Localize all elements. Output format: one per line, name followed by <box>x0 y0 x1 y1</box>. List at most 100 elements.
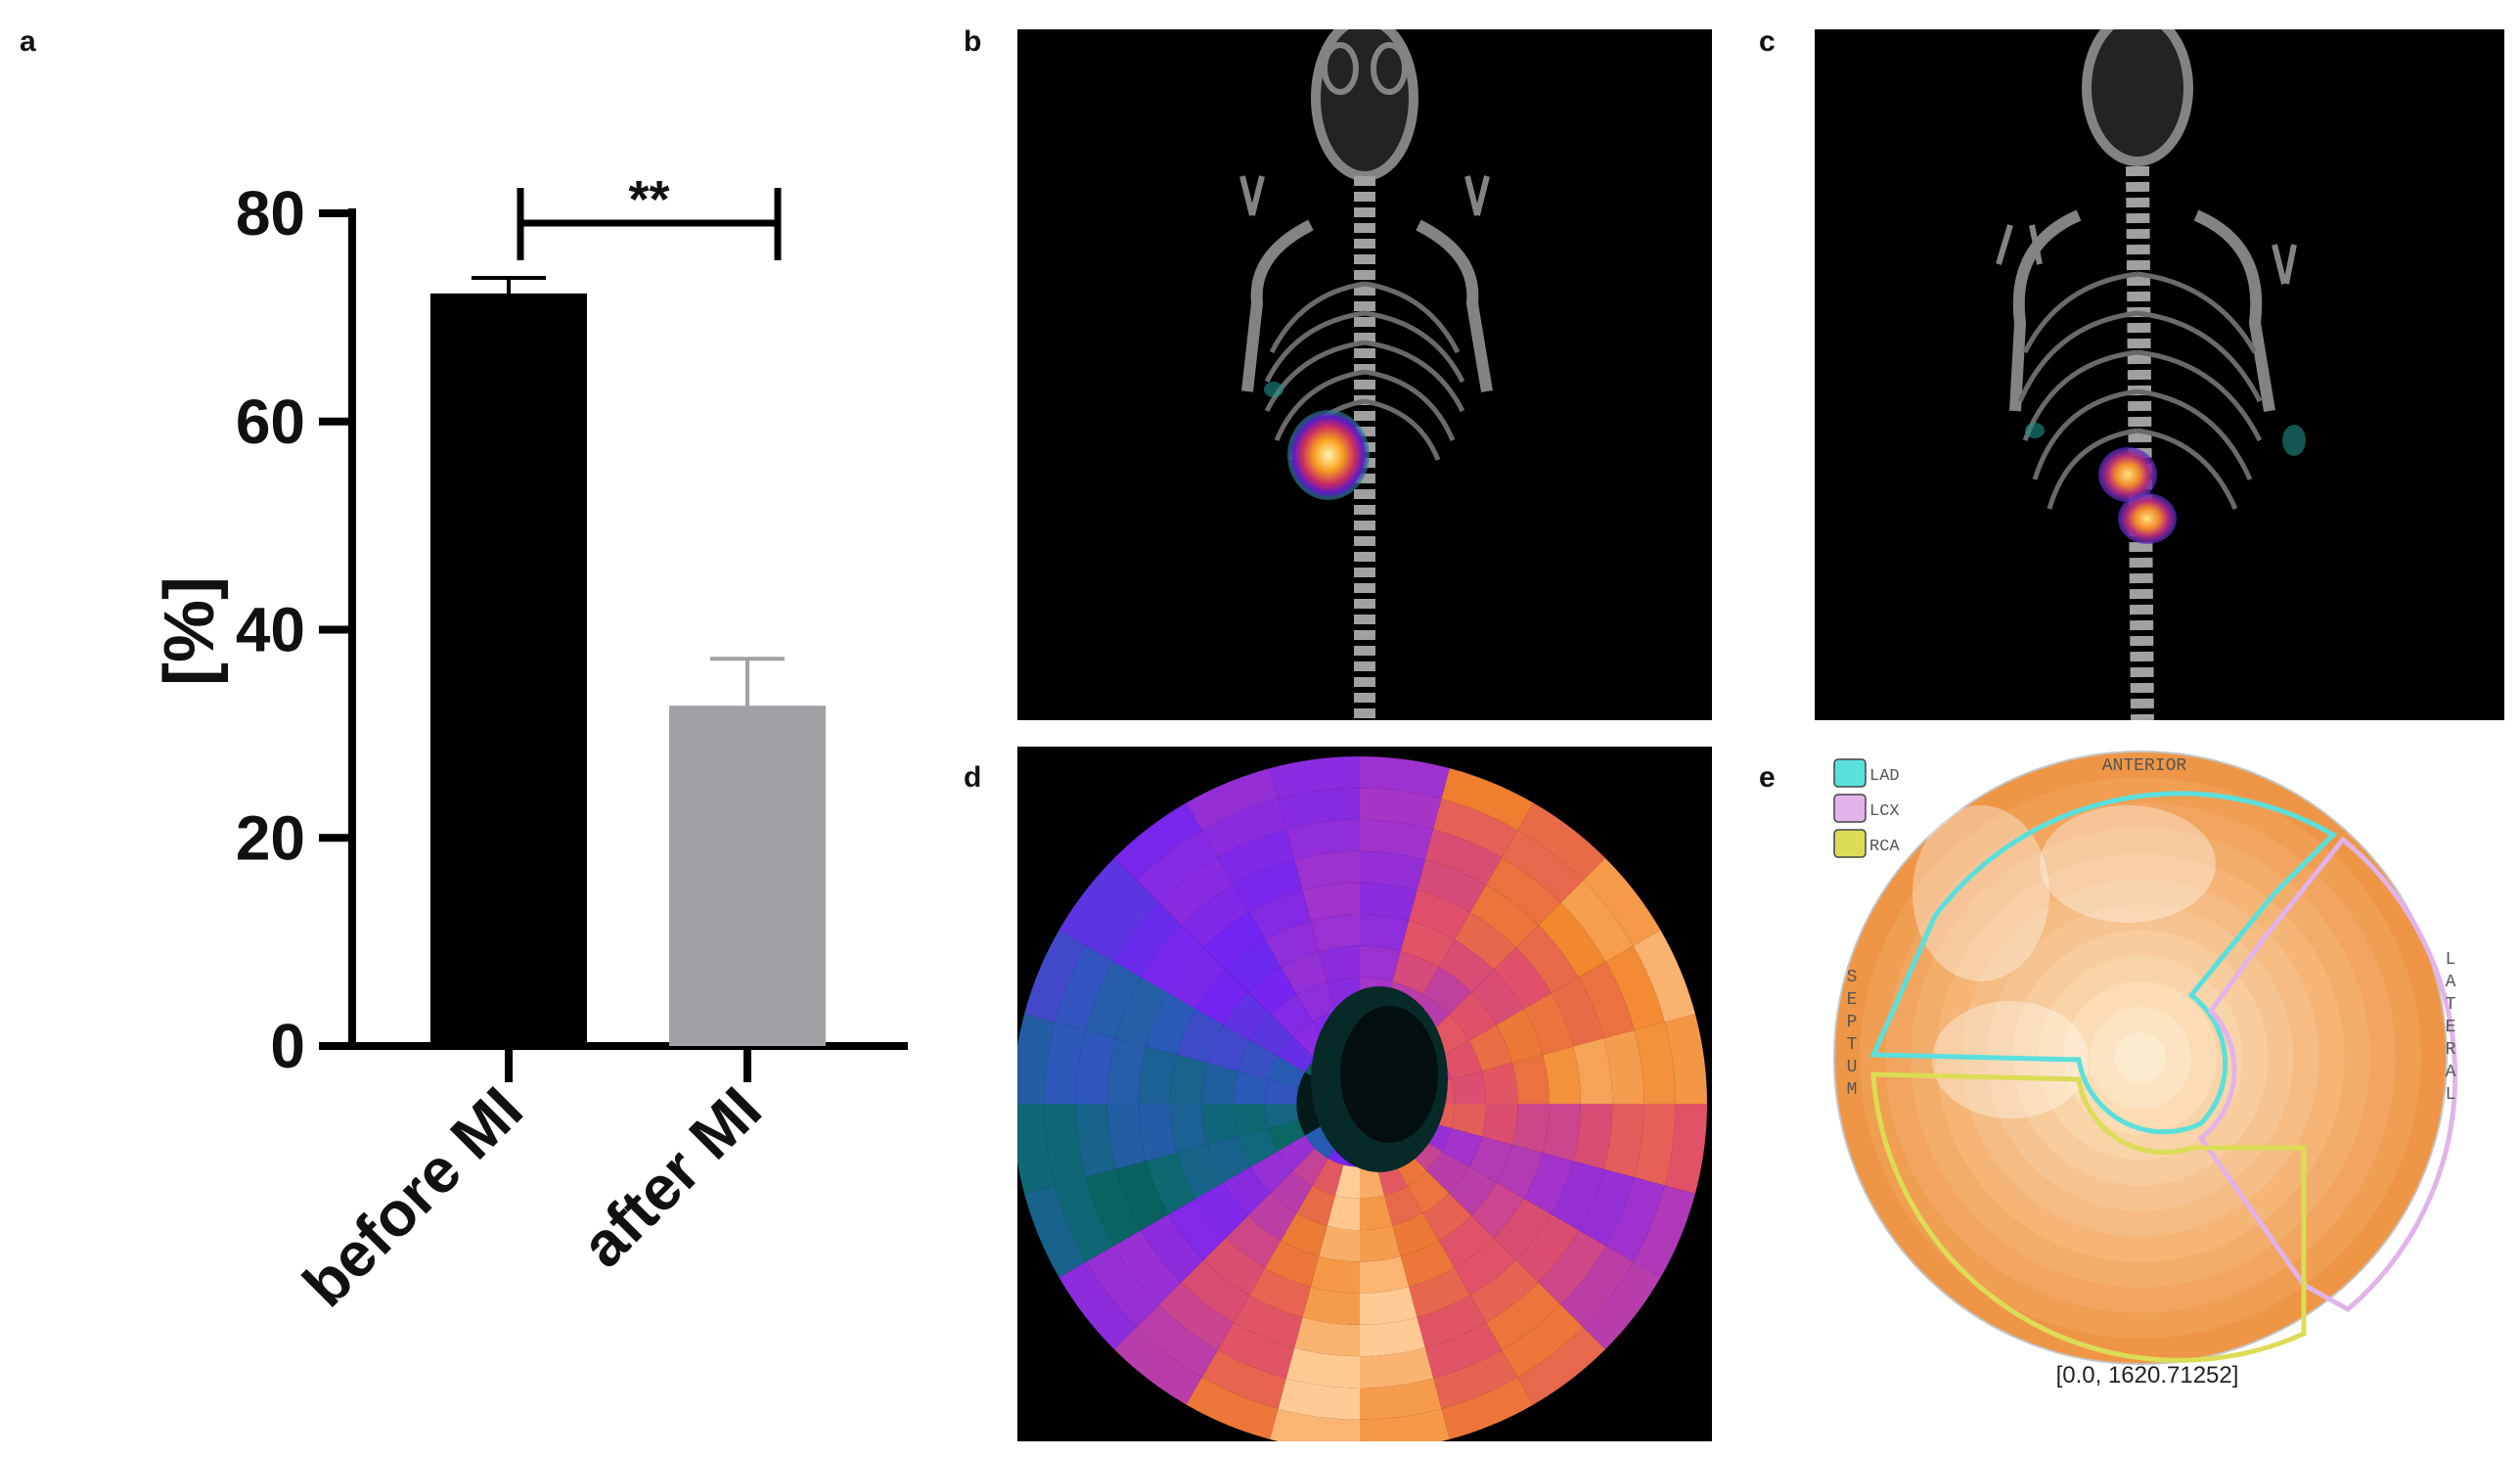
polar-segment <box>1360 1225 1401 1262</box>
polar-segment <box>1454 1237 1516 1296</box>
polar-segment <box>1181 885 1250 948</box>
anterior-label: ANTERIOR <box>2102 756 2187 776</box>
polar-segment <box>1441 1040 1482 1079</box>
polar-segment <box>1176 1009 1224 1064</box>
polar-segment <box>1517 1327 1606 1405</box>
polar-segment <box>1075 1104 1116 1178</box>
y-tick-label: 0 <box>270 1011 305 1081</box>
polar-segment <box>1055 945 1114 1030</box>
polar-segment <box>1603 1029 1644 1104</box>
polar-segment <box>1268 1119 1306 1152</box>
polar-segment <box>1024 930 1087 1023</box>
polar-segment <box>1168 1198 1227 1260</box>
heart-uptake <box>2098 447 2177 544</box>
polar-segment <box>1203 912 1266 971</box>
polar-segment <box>1451 1104 1487 1137</box>
bar-after-mi <box>669 706 826 1046</box>
polar-segment <box>1583 857 1661 946</box>
polar-segment <box>1634 1022 1676 1104</box>
polar-segment <box>1578 1168 1635 1247</box>
rca-territory-outline <box>1870 1071 2307 1363</box>
polar-segment <box>1270 994 1313 1037</box>
polar-segment <box>1392 1212 1439 1256</box>
legend-label-lcx: LCX <box>1869 802 1900 821</box>
polar-segment <box>1605 945 1665 1030</box>
polar-segment <box>1422 967 1472 1015</box>
polar-segment <box>1634 1104 1676 1186</box>
polar-segment <box>1511 1104 1550 1154</box>
polar-segment <box>1281 951 1328 995</box>
polar-segment <box>1141 1213 1204 1283</box>
polar-segment <box>1278 1378 1360 1420</box>
polar-segment <box>1360 1408 1450 1441</box>
polar-segment <box>1578 961 1635 1039</box>
bar-chart: 0 20 40 60 80 ** before MI after MI [%] <box>151 170 908 1320</box>
polar-segment <box>1603 1104 1644 1178</box>
polar-segment <box>1250 1014 1293 1057</box>
polar-segment <box>1454 912 1516 971</box>
polar-segment <box>1270 756 1360 799</box>
panel-label-c: c <box>1759 25 1776 58</box>
polar-segment <box>1113 802 1202 881</box>
polar-segment <box>1481 1063 1518 1104</box>
polar-segment <box>1633 1185 1695 1278</box>
polar-segment <box>1181 1259 1250 1323</box>
polar-segment <box>1249 889 1311 940</box>
pet-ct-image-after <box>1815 29 2504 720</box>
polar-segment <box>1360 1317 1425 1357</box>
polar-segment <box>1407 1170 1450 1213</box>
polar-segment <box>1515 1213 1579 1283</box>
polar-segment <box>1400 1240 1455 1288</box>
polar-segment <box>1017 1014 1056 1104</box>
pet-ct-image-before <box>1017 29 1712 720</box>
polar-segment <box>1278 1036 1316 1072</box>
polar-segment <box>1195 970 1248 1025</box>
polar-segment <box>1278 1135 1316 1171</box>
polar-segment <box>1400 920 1455 968</box>
polar-segment <box>1543 1046 1581 1104</box>
x-tick-label: after MI <box>567 1073 775 1281</box>
polar-segment <box>1360 1347 1434 1389</box>
polar-segment <box>1085 961 1142 1039</box>
polar-segment <box>1075 1029 1116 1104</box>
polar-segment <box>1201 798 1286 858</box>
polar-segment <box>1449 991 1497 1041</box>
polar-segment <box>1168 947 1227 1010</box>
polar-segment <box>1055 1177 1114 1262</box>
polar-segment <box>1176 1144 1224 1199</box>
polar-segment <box>1417 1295 1487 1348</box>
polar-segment <box>1360 788 1442 830</box>
polar-segment <box>1502 830 1584 903</box>
polar-segment <box>1441 1128 1482 1167</box>
polar-segment <box>1024 1185 1087 1278</box>
polar-segment <box>1086 1246 1159 1328</box>
polar-segment <box>1360 945 1401 982</box>
polar-segment <box>1265 1104 1299 1129</box>
polar-segment <box>1136 830 1218 903</box>
polar-segment <box>1294 1317 1360 1357</box>
polar-segment <box>1223 991 1271 1041</box>
polar-segment <box>1238 1128 1279 1167</box>
y-tick-label: 60 <box>236 387 305 457</box>
polar-segment <box>1217 1322 1295 1379</box>
polar-segment <box>1058 857 1137 946</box>
polar-segment <box>1158 857 1234 926</box>
skeleton <box>1239 29 1493 720</box>
polar-segment <box>1481 1104 1518 1145</box>
polar-segment <box>1422 1193 1472 1241</box>
polar-segment <box>1433 798 1518 858</box>
polar-segment <box>1310 914 1360 952</box>
polar-segment <box>1226 939 1282 992</box>
polar-segment <box>1086 880 1159 962</box>
polar-segment <box>1278 788 1360 830</box>
polar-segment <box>1560 1246 1634 1328</box>
polar-segment <box>1085 1168 1142 1247</box>
polar-segment <box>1409 1267 1470 1318</box>
polar-segment <box>1551 977 1604 1047</box>
polar-segment <box>1424 829 1503 886</box>
polar-segment <box>1424 1322 1503 1379</box>
polar-segment <box>1106 1038 1147 1104</box>
polar-segment <box>1296 981 1335 1023</box>
polar-segment <box>1139 1104 1177 1161</box>
polar-segment <box>1438 939 1494 992</box>
